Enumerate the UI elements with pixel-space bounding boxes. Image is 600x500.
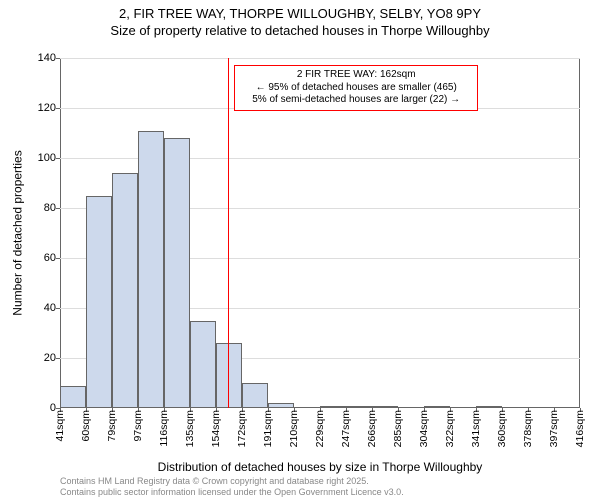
histogram-bar [86, 196, 112, 409]
y-tick-label: 100 [20, 152, 56, 164]
x-tick-label: 191sqm [262, 410, 274, 447]
y-tick-label: 140 [20, 52, 56, 64]
histogram-bar [424, 406, 450, 409]
y-tick-label: 20 [20, 352, 56, 364]
x-tick-label: 116sqm [158, 410, 170, 447]
annotation-line: 2 FIR TREE WAY: 162sqm [241, 69, 471, 82]
histogram-bar [164, 138, 190, 408]
figure: 2, FIR TREE WAY, THORPE WILLOUGHBY, SELB… [0, 0, 600, 500]
x-tick-label: 266sqm [366, 410, 378, 447]
y-tick-label: 40 [20, 302, 56, 314]
histogram-bar [476, 406, 502, 409]
x-tick-label: 416sqm [574, 410, 586, 447]
x-tick-label: 360sqm [496, 410, 508, 447]
footer: Contains HM Land Registry data © Crown c… [60, 476, 404, 498]
x-tick-label: 322sqm [444, 410, 456, 447]
x-tick-label: 378sqm [522, 410, 534, 447]
x-tick-label: 41sqm [54, 410, 66, 442]
histogram-bar [242, 383, 268, 408]
title-line1: 2, FIR TREE WAY, THORPE WILLOUGHBY, SELB… [0, 6, 600, 21]
x-tick-label: 154sqm [210, 410, 222, 447]
histogram-bar [112, 173, 138, 408]
histogram-bar [372, 406, 398, 409]
x-tick-label: 97sqm [132, 410, 144, 442]
plot-area: 0204060801001201402 FIR TREE WAY: 162sqm… [60, 58, 580, 408]
annotation-line: ← 95% of detached houses are smaller (46… [241, 82, 471, 95]
histogram-bar [216, 343, 242, 408]
histogram-bar [268, 403, 294, 408]
x-tick-label: 247sqm [340, 410, 352, 447]
x-tick-label: 60sqm [80, 410, 92, 442]
histogram-bar [346, 406, 372, 409]
gridline [60, 58, 580, 59]
x-tick-label: 172sqm [236, 410, 248, 447]
y-tick-label: 60 [20, 252, 56, 264]
y-tick-mark [56, 208, 60, 209]
annotation-box: 2 FIR TREE WAY: 162sqm← 95% of detached … [234, 65, 478, 111]
title-block: 2, FIR TREE WAY, THORPE WILLOUGHBY, SELB… [0, 6, 600, 38]
y-tick-mark [56, 258, 60, 259]
y-tick-label: 80 [20, 202, 56, 214]
annotation-line: 5% of semi-detached houses are larger (2… [241, 94, 471, 107]
y-tick-mark [56, 58, 60, 59]
title-line2: Size of property relative to detached ho… [0, 23, 600, 38]
histogram-bar [320, 406, 346, 409]
x-tick-label: 397sqm [548, 410, 560, 447]
y-tick-label: 0 [20, 402, 56, 414]
y-tick-mark [56, 358, 60, 359]
histogram-bar [190, 321, 216, 409]
footer-line2: Contains public sector information licen… [60, 487, 404, 498]
histogram-bar [60, 386, 86, 409]
y-tick-mark [56, 308, 60, 309]
y-tick-mark [56, 108, 60, 109]
histogram-bar [138, 131, 164, 409]
x-tick-label: 304sqm [418, 410, 430, 447]
x-tick-label: 285sqm [392, 410, 404, 447]
x-tick-label: 79sqm [106, 410, 118, 442]
x-tick-label: 341sqm [470, 410, 482, 447]
x-axis-label: Distribution of detached houses by size … [60, 460, 580, 474]
y-tick-mark [56, 158, 60, 159]
x-tick-label: 135sqm [184, 410, 196, 447]
y-tick-label: 120 [20, 102, 56, 114]
y-axis-label-text: Number of detached properties [11, 150, 25, 315]
footer-line1: Contains HM Land Registry data © Crown c… [60, 476, 404, 487]
x-tick-label: 210sqm [288, 410, 300, 447]
marker-line [228, 58, 229, 408]
x-tick-label: 229sqm [314, 410, 326, 447]
